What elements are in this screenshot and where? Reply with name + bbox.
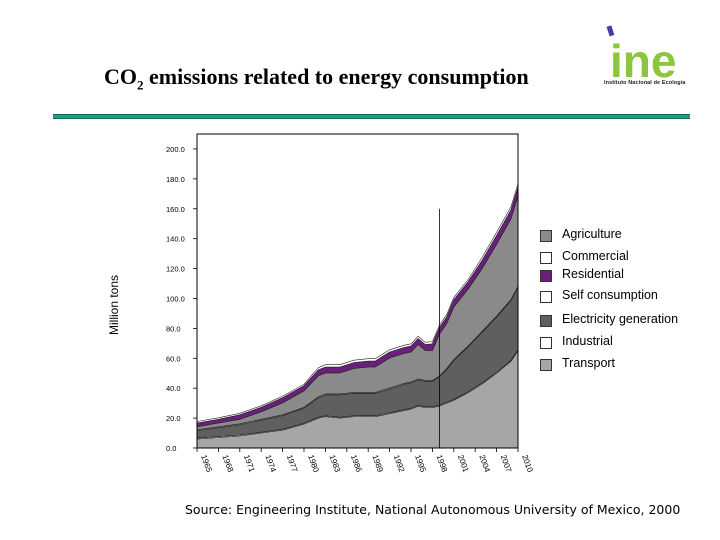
x-tick-label: 1998 [435, 454, 450, 474]
y-tick-label: 180.0 [166, 175, 185, 184]
x-tick-label: 2001 [456, 454, 471, 474]
x-tick-labels: 1965 1968 1971 1974 1977 1980 1983 1986 1989 1992… [196, 448, 535, 474]
legend-swatch [540, 315, 552, 327]
title-divider [53, 114, 690, 119]
x-tick-label: 1992 [392, 454, 407, 474]
legend-label: Electricity generation [562, 312, 679, 326]
legend-swatch [540, 230, 552, 242]
x-tick-label: 1974 [263, 454, 278, 474]
y-tick-label: 160.0 [166, 205, 185, 214]
legend-label: Commercial [562, 249, 629, 263]
x-tick-label: 1965 [199, 454, 214, 474]
legend-swatch [540, 270, 552, 282]
x-tick-label: 1983 [328, 454, 343, 474]
logo-wordmark: ine [610, 35, 676, 87]
x-tick-label: 1989 [370, 454, 385, 474]
x-tick-label: 1995 [413, 454, 428, 474]
x-tick-label: 1971 [242, 454, 257, 474]
logo-accent-mark [606, 25, 615, 37]
stacked-areas [196, 183, 519, 449]
y-tick-label: 120.0 [166, 265, 185, 274]
logo-caption: Instituto Nacional de Ecología [604, 80, 686, 86]
x-tick-label: 1980 [306, 454, 321, 474]
y-tick-label: 80.0 [166, 324, 181, 333]
x-tick-label: 1977 [285, 454, 300, 474]
x-tick-label: 2010 [520, 454, 535, 474]
y-tick-label: 40.0 [166, 384, 181, 393]
plot-frame [196, 133, 519, 449]
legend-swatch [540, 252, 552, 264]
source-note: Source: Engineering Institute, National … [185, 502, 681, 517]
y-tick-labels: 0.0 20.0 40.0 60.0 80.0 100.0 120.0 140.0 160.0 1… [166, 145, 197, 453]
y-tick-label: 20.0 [166, 414, 181, 423]
legend-swatch [540, 359, 552, 371]
axes [196, 133, 519, 449]
ine-logo: ine [606, 25, 676, 87]
page-title: CO2 emissions related to energy consumpt… [104, 64, 529, 93]
x-tick-label: 1986 [349, 454, 364, 474]
y-tick-label: 140.0 [166, 235, 185, 244]
legend-label: Residential [562, 267, 624, 281]
legend-label: Industrial [562, 334, 613, 348]
y-tick-label: 100.0 [166, 294, 185, 303]
y-tick-label: 200.0 [166, 145, 185, 154]
legend-label: Transport [562, 356, 616, 370]
x-tick-label: 2007 [499, 454, 514, 474]
x-tick-label: 2004 [477, 454, 492, 474]
legend-label: Self consumption [562, 288, 658, 302]
legend-label: Agriculture [562, 227, 622, 241]
y-tick-label: 60.0 [166, 354, 181, 363]
y-tick-label: 0.0 [166, 444, 176, 453]
legend-swatch [540, 291, 552, 303]
legend-swatch [540, 337, 552, 349]
x-tick-label: 1968 [221, 454, 236, 474]
